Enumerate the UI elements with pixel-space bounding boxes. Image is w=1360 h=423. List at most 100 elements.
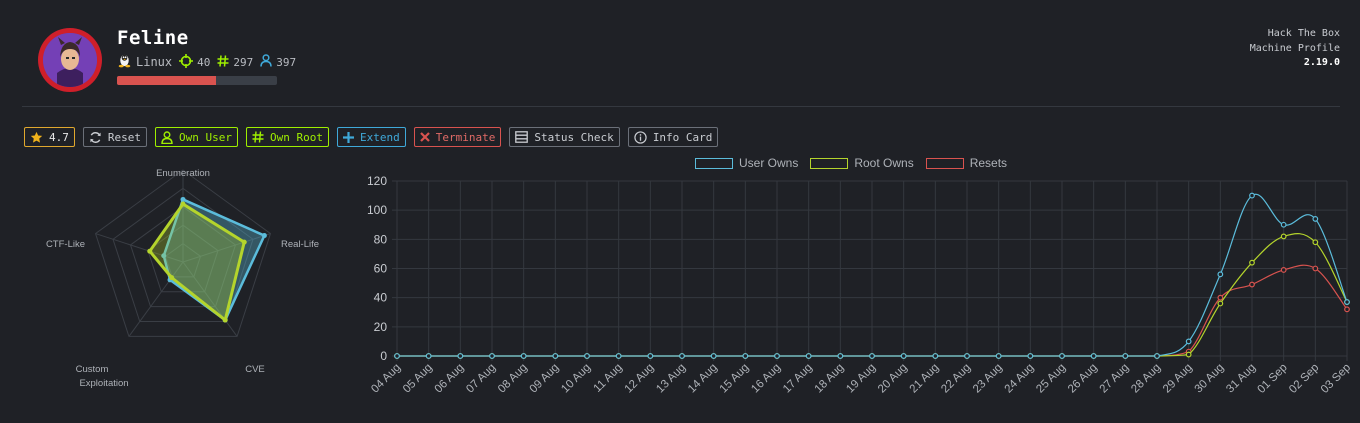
- machine-meta: Linux 40 297 397: [117, 53, 300, 71]
- series-point: [1185, 351, 1192, 358]
- series-point: [995, 353, 1002, 359]
- legend-user-owns[interactable]: User Owns: [695, 156, 798, 170]
- series-point: [1249, 192, 1255, 199]
- series-point: [584, 353, 590, 359]
- series-point: [774, 353, 780, 359]
- series-point: [1249, 259, 1255, 266]
- crosshair-icon: [179, 53, 194, 71]
- series-point: [710, 353, 717, 359]
- series-point: [1090, 353, 1097, 359]
- user-owns-count: 397: [276, 55, 297, 69]
- progress-bar: [117, 76, 277, 85]
- series-point: [900, 353, 907, 359]
- brand-name: Hack The Box: [1267, 28, 1340, 39]
- radar-grid-ring: [94, 169, 272, 337]
- x-tick-label: 27 Aug: [1098, 362, 1132, 396]
- series-point: [1344, 306, 1350, 313]
- series-point: [1280, 233, 1287, 240]
- progress-bar-fill: [117, 76, 217, 85]
- x-tick-label: 05 Aug: [401, 362, 435, 396]
- legend-label: User Owns: [739, 156, 799, 170]
- radar-point: [180, 201, 186, 207]
- series-point: [1312, 265, 1319, 272]
- x-tick-label: 18 Aug: [813, 362, 847, 396]
- radar-axis-label: Custom Exploitation: [76, 364, 129, 389]
- y-tick-label: 20: [374, 320, 388, 334]
- series-point: [1312, 216, 1319, 222]
- reset-label: Reset: [107, 130, 141, 144]
- server-icon: [515, 131, 529, 143]
- rating-value: 4.7: [49, 130, 69, 144]
- series-point: [1344, 299, 1350, 305]
- x-tick-label: 23 Aug: [971, 362, 1005, 396]
- terminate-label: Terminate: [435, 130, 496, 144]
- radar-axis-label: CTF-Like: [46, 239, 85, 250]
- series-point: [615, 353, 622, 359]
- series-point: [394, 353, 400, 359]
- legend-swatch: [810, 157, 849, 169]
- series-point: [1217, 294, 1224, 301]
- series-point: [1249, 281, 1255, 288]
- legend-swatch: [695, 157, 733, 169]
- series-point: [1059, 353, 1065, 359]
- refresh-icon: [89, 131, 102, 144]
- series-point: [742, 353, 749, 359]
- x-tick-label: 11 Aug: [592, 362, 625, 395]
- legend-label: Root Owns: [854, 156, 914, 170]
- x-tick-label: 09 Aug: [528, 362, 562, 396]
- info-icon: [634, 130, 647, 144]
- os-label: Linux: [136, 55, 173, 69]
- radar-point: [180, 196, 186, 202]
- points-value: 40: [197, 55, 211, 69]
- x-tick-label: 29 Aug: [1161, 362, 1195, 396]
- info-card-button[interactable]: Info Card: [627, 127, 719, 147]
- header-divider: [22, 106, 1340, 107]
- avatar-image: [43, 33, 97, 87]
- radar-series-area: [148, 202, 246, 322]
- radar-grid-ring: [164, 242, 202, 278]
- machine-avatar: [38, 28, 102, 92]
- y-tick-label: 60: [374, 262, 388, 276]
- x-tick-label: 24 Aug: [1003, 362, 1037, 396]
- x-tick-label: 20 Aug: [876, 362, 910, 396]
- user-icon: [260, 54, 272, 70]
- series-point: [1027, 353, 1034, 359]
- series-point: [1280, 267, 1287, 273]
- info-card-label: Info Card: [652, 130, 713, 144]
- series-point: [1312, 239, 1319, 246]
- legend-resets[interactable]: Resets: [925, 156, 1008, 170]
- legend-label: Resets: [969, 156, 1008, 170]
- hash-icon: [217, 54, 229, 70]
- radar-axis-label: CVE: [245, 364, 265, 375]
- star-icon: [30, 131, 43, 144]
- x-tick-label: 30 Aug: [1193, 362, 1227, 396]
- radar-point: [241, 239, 247, 245]
- legend-root-owns[interactable]: Root Owns: [810, 156, 914, 170]
- y-tick-label: 0: [380, 349, 387, 363]
- series-point: [425, 353, 432, 359]
- user-icon: [161, 130, 173, 144]
- radar-chart: Enumeration Real-Life CVE Custom Exploitatio…: [46, 168, 319, 389]
- extend-button[interactable]: Extend: [336, 127, 406, 147]
- radar-spoke: [182, 233, 271, 263]
- reset-button[interactable]: Reset: [82, 127, 147, 147]
- y-tick-label: 100: [367, 203, 387, 217]
- action-toolbar: 4.7 Reset Own User Own Root Extend Termi…: [24, 127, 726, 147]
- chart-legend: User Owns Root Owns Resets: [695, 156, 1019, 170]
- radar-point: [222, 317, 228, 323]
- terminate-button[interactable]: Terminate: [413, 127, 502, 147]
- series-point: [489, 353, 495, 359]
- x-tick-label: 21 Aug: [908, 362, 942, 396]
- own-root-button[interactable]: Own Root: [245, 127, 329, 147]
- x-tick-label: 25 Aug: [1034, 362, 1068, 396]
- x-tick-label: 16 Aug: [749, 362, 783, 396]
- own-user-button[interactable]: Own User: [155, 127, 238, 147]
- x-tick-label: 03 Sep: [1319, 362, 1353, 396]
- series-point: [964, 353, 970, 359]
- linux-icon: [117, 53, 132, 71]
- x-tick-label: 12 Aug: [623, 362, 657, 396]
- status-check-button[interactable]: Status Check: [509, 127, 620, 147]
- x-tick-label: 02 Sep: [1287, 362, 1321, 396]
- rating-button[interactable]: 4.7: [24, 127, 75, 147]
- series-point: [457, 353, 464, 359]
